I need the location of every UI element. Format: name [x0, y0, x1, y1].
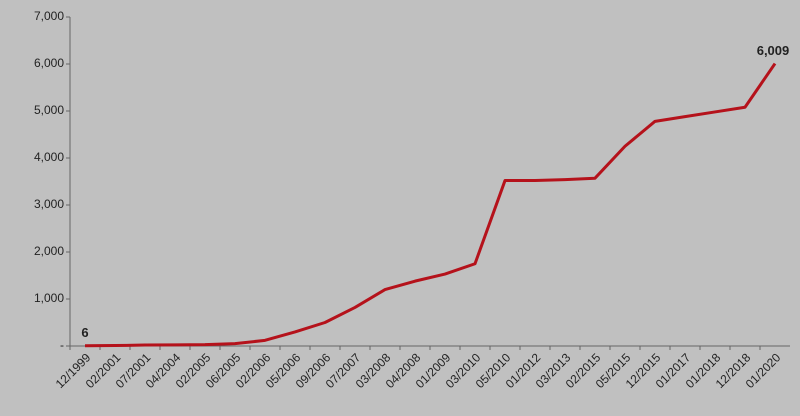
y-tick-label: 6,000: [34, 56, 64, 70]
y-tick-label: -: [60, 338, 64, 352]
y-tick-label: 2,000: [34, 244, 64, 258]
value-label: 6: [81, 325, 88, 340]
value-label: 6,009: [757, 43, 790, 58]
data-line: [84, 62, 777, 348]
y-tick-label: 7,000: [34, 9, 64, 23]
y-tick-label: 5,000: [34, 103, 64, 117]
y-tick-label: 3,000: [34, 197, 64, 211]
y-tick-label: 4,000: [34, 150, 64, 164]
y-tick-label: 1,000: [34, 291, 64, 305]
